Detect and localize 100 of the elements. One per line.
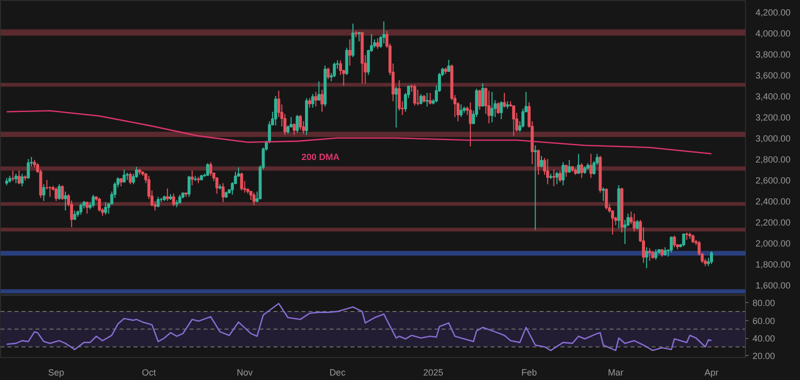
x-tick-label: Sep <box>48 368 64 378</box>
y-tick-label: 80.00 <box>752 298 776 308</box>
candlestick <box>672 235 676 248</box>
y-tick-label: 60.00 <box>752 316 776 326</box>
candlestick <box>11 170 14 182</box>
candlestick <box>555 171 558 185</box>
candlestick <box>128 172 132 185</box>
candlestick <box>398 80 401 112</box>
candlestick <box>682 233 686 247</box>
candlestick <box>73 210 76 220</box>
candlestick <box>42 184 46 202</box>
candlestick <box>190 170 194 186</box>
candlestick <box>632 213 636 232</box>
candlestick <box>308 98 312 108</box>
candlestick <box>92 194 95 208</box>
candlestick <box>60 184 64 200</box>
y-tick-label: 20.00 <box>752 351 776 362</box>
candlestick <box>54 186 58 202</box>
candlestick <box>292 122 296 136</box>
candlestick <box>332 62 336 78</box>
candlestick <box>351 23 354 58</box>
line-series <box>6 110 712 154</box>
candlestick <box>521 108 524 128</box>
candlestick <box>45 180 48 190</box>
candlestick <box>326 67 330 80</box>
line-series <box>6 302 712 352</box>
x-tick-label: Mar <box>608 368 624 378</box>
candlestick <box>345 47 348 76</box>
candlestick <box>564 164 568 178</box>
x-tick-label: Apr <box>704 368 719 378</box>
x-tick-label: Nov <box>236 368 254 378</box>
y-tick-label: 1,800.00 <box>756 260 791 270</box>
candlestick <box>311 93 314 108</box>
y-tick-label: 3,000.00 <box>756 134 791 144</box>
candlestick <box>98 197 101 212</box>
candlestick <box>320 89 324 112</box>
candlestick <box>298 114 302 130</box>
candlestick <box>58 184 61 200</box>
candlestick <box>86 202 89 214</box>
candlestick <box>512 104 516 136</box>
x-tick-label: Oct <box>142 368 156 378</box>
candlestick <box>534 144 537 230</box>
candlestick <box>14 173 18 184</box>
candlestick <box>166 188 169 202</box>
candlestick <box>552 169 556 187</box>
candlestick <box>478 89 482 110</box>
candlestick <box>413 84 416 106</box>
y-tick-label: 4,000.00 <box>756 28 791 39</box>
candlestick <box>481 82 484 108</box>
candlestick <box>428 92 432 105</box>
candlestick <box>426 92 429 108</box>
y-tick-label: 2,600.00 <box>756 176 791 186</box>
candlestick <box>460 104 463 118</box>
candlestick <box>339 60 342 76</box>
candlestick <box>670 236 673 253</box>
candlestick <box>348 38 352 66</box>
candlestick <box>215 176 218 194</box>
y-tick-label: 2,400.00 <box>756 196 791 207</box>
candlestick <box>558 170 562 183</box>
candlestick <box>496 102 500 114</box>
candlestick <box>274 96 278 126</box>
candlestick <box>580 162 584 178</box>
candlestick <box>222 182 225 203</box>
candlestick <box>156 196 160 208</box>
y-tick-label: 2,800.00 <box>756 154 791 165</box>
annotation: 200 DMA <box>301 152 340 162</box>
candlestick <box>502 92 506 108</box>
candlestick <box>20 173 24 187</box>
candlestick <box>589 153 592 178</box>
y-tick-label: 2,200.00 <box>756 218 791 228</box>
candlestick <box>645 246 648 269</box>
candlestick <box>206 162 210 176</box>
candlestick <box>636 219 639 230</box>
candlestick <box>317 80 320 101</box>
candlestick <box>252 192 256 206</box>
candlestick <box>240 172 244 192</box>
candlestick <box>568 160 571 174</box>
candlestick <box>18 170 21 185</box>
candlestick <box>64 191 67 211</box>
x-tick-label: Feb <box>521 368 537 378</box>
candlestick <box>104 202 108 216</box>
candlestick <box>122 169 126 183</box>
candlestick <box>546 158 550 185</box>
candlestick <box>500 100 503 120</box>
candlestick <box>604 188 608 210</box>
candlestick <box>314 91 318 108</box>
y-tick-label: 3,600.00 <box>756 70 791 81</box>
candlestick <box>540 155 543 168</box>
x-tick-label: Dec <box>329 368 346 378</box>
candlestick <box>376 38 380 50</box>
candlestick <box>536 149 540 176</box>
y-tick-label: 3,400.00 <box>756 92 791 102</box>
candlestick <box>296 114 299 134</box>
candlestick <box>577 153 580 174</box>
candlestick <box>468 102 472 147</box>
candlestick <box>710 250 713 265</box>
y-tick-label: 4,200.00 <box>756 8 791 18</box>
y-tick-label: 3,200.00 <box>756 112 791 123</box>
y-tick-label: 1,600.00 <box>756 280 791 290</box>
candlestick <box>562 162 565 186</box>
